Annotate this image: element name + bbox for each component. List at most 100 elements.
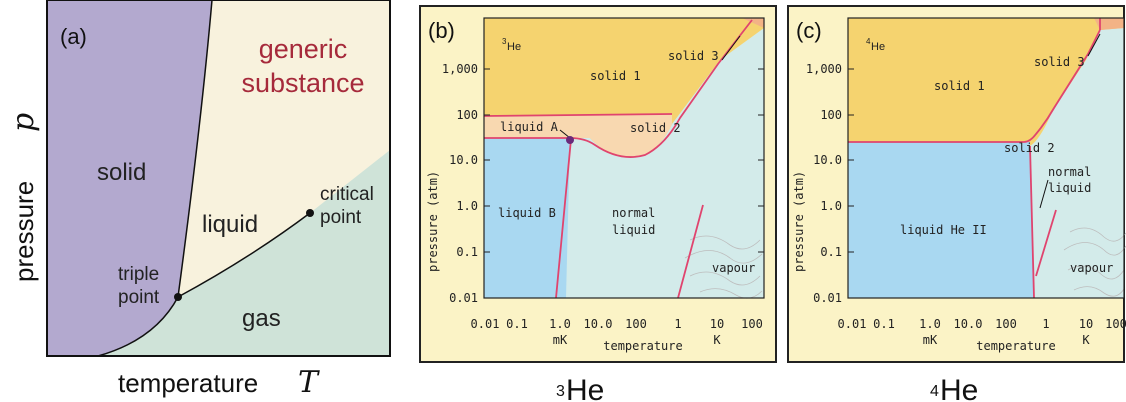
panel-b-label: (b) (428, 18, 455, 43)
c-x-tick-10: 10 (1079, 317, 1093, 331)
triple-point-marker (174, 293, 182, 301)
b-triple-point (566, 136, 574, 144)
c-isotope-symbol: He (871, 41, 885, 53)
c-y-tick-100: 100 (820, 108, 842, 122)
panel-b: (b) 3 He solid 1 solid 3 solid 2 liquid … (419, 5, 777, 402)
b-x-tick-100K: 100 (741, 317, 763, 331)
b-isotope-mass: 3 (502, 37, 507, 46)
region-liquid-label: liquid (202, 211, 258, 238)
c-x-tick-0.01: 0.01 (838, 317, 867, 331)
critical-point-marker (306, 209, 314, 217)
b-solid2-region (484, 114, 672, 157)
c-y-label: pressure (atm) (792, 171, 806, 272)
b-x-tick-0.1: 0.1 (506, 317, 528, 331)
region-solid-label: solid (97, 159, 146, 186)
panel-a-label: (a) (60, 24, 87, 49)
c-x-tick-1: 1 (1042, 317, 1049, 331)
panel-a-title-line2: substance (241, 68, 364, 98)
c-he-ii-region (848, 142, 1034, 298)
b-x-tick-10.0: 10.0 (584, 317, 613, 331)
c-phase-lines (848, 18, 1101, 299)
b-phase-lines (483, 19, 753, 299)
c-vapour-texture (1063, 227, 1126, 297)
b-x-tick-1: 1 (674, 317, 681, 331)
c-plot-frame (847, 17, 1125, 299)
c-y-tick-0.1: 0.1 (820, 245, 842, 259)
c-x-tick-0.1: 0.1 (873, 317, 895, 331)
triple-point-label-line1: triple (118, 264, 159, 285)
c-x-tick-100K: 100 (1105, 317, 1126, 331)
c-x-tick-100: 100 (995, 317, 1017, 331)
c-vapour-label: vapour (1070, 261, 1113, 275)
b-x-label: temperature (603, 339, 682, 353)
b-vapour-texture (684, 235, 763, 299)
x-axis-symbol: T (298, 365, 320, 400)
y-axis-symbol: p (6, 113, 41, 132)
b-x-tick-1.0: 1.0 (549, 317, 571, 331)
gas-region (98, 150, 390, 356)
triple-point-label-line2: point (118, 287, 160, 308)
b-y-ticks: 1,000 100 10.0 1.0 0.1 0.01 (442, 62, 478, 305)
b-caption-symbol: He (566, 374, 604, 402)
b-x-unit-mk: mK (553, 333, 568, 347)
c-normal-label-line1: normal (1048, 165, 1091, 179)
c-x-tick-1.0: 1.0 (919, 317, 941, 331)
b-solid3-label: solid 3 (668, 49, 719, 63)
b-x-unit-k: K (713, 333, 721, 347)
b-solid2-label: solid 2 (630, 121, 681, 135)
b-caption-mass: 3 (556, 383, 565, 400)
b-y-tick-1: 1.0 (456, 199, 478, 213)
c-solid2-label: solid 2 (1004, 141, 1055, 155)
b-liquidB-label: liquid B (498, 206, 556, 220)
c-y-tick-10: 10.0 (813, 153, 842, 167)
c-solid3-label: solid 3 (1034, 55, 1085, 69)
b-y-tick-0.01: 0.01 (449, 291, 478, 305)
panel-a-y-label: pressure p (6, 113, 41, 282)
b-solid3-pointer (721, 35, 741, 61)
c-x-unit-mk: mK (923, 333, 938, 347)
c-solid3-pointer (1087, 33, 1101, 57)
c-x-unit-k: K (1082, 333, 1090, 347)
b-plot-frame (483, 17, 765, 299)
b-solid1-label: solid 1 (590, 69, 641, 83)
b-normal-label-line2: liquid (612, 223, 655, 237)
c-caption-mass: 4 (930, 383, 939, 400)
c-he-ii-label: liquid He II (900, 223, 987, 237)
panel-a: (a) generic substance solid liquid gas t… (6, 0, 391, 400)
c-y-tick-0.01: 0.01 (813, 291, 842, 305)
b-x-tick-0.01: 0.01 (471, 317, 500, 331)
c-x-ticks: 0.01 0.1 1.0 10.0 100 1 10 100 mK temper… (838, 317, 1126, 353)
c-y-tick-1: 1.0 (820, 199, 842, 213)
c-solid-region (848, 18, 1124, 148)
b-normal-label-line1: normal (612, 206, 655, 220)
b-liquidA-label: liquid A (500, 120, 559, 134)
b-y-tick-100: 100 (456, 108, 478, 122)
b-isotope-symbol: He (507, 41, 521, 53)
b-y-tick-10: 10.0 (449, 153, 478, 167)
panel-a-frame (46, 0, 391, 357)
y-axis-word: pressure (9, 181, 39, 282)
c-tick-marks (848, 68, 854, 253)
critical-point-label-line2: point (320, 207, 362, 228)
vaporization-curve (177, 212, 311, 298)
c-normal-pointer (1039, 179, 1049, 209)
b-vapour-label: vapour (712, 261, 755, 275)
solid-region (47, 0, 212, 356)
c-solid1-label: solid 1 (934, 79, 985, 93)
c-y-ticks: 1,000 100 10.0 1.0 0.1 0.01 (806, 62, 842, 305)
x-axis-word: temperature (118, 368, 258, 398)
panel-c: (c) 4 He solid 1 solid 3 solid 2 normal … (787, 5, 1126, 402)
panel-c-label: (c) (796, 18, 822, 43)
b-y-label: pressure (atm) (426, 171, 440, 272)
melting-curve (177, 0, 213, 298)
b-solid3-region (742, 18, 764, 28)
b-x-ticks: 0.01 0.1 1.0 10.0 100 1 10 100 mK temper… (471, 317, 763, 353)
panel-a-title-line1: generic (259, 34, 348, 64)
b-x-tick-10: 10 (710, 317, 724, 331)
region-gas-label: gas (242, 305, 281, 332)
critical-point-label-line1: critical (320, 184, 374, 205)
c-y-tick-1000: 1,000 (806, 62, 842, 76)
b-liquid-b-region (484, 138, 570, 298)
c-isotope-mass: 4 (866, 37, 871, 46)
sublimation-curve (97, 296, 179, 357)
